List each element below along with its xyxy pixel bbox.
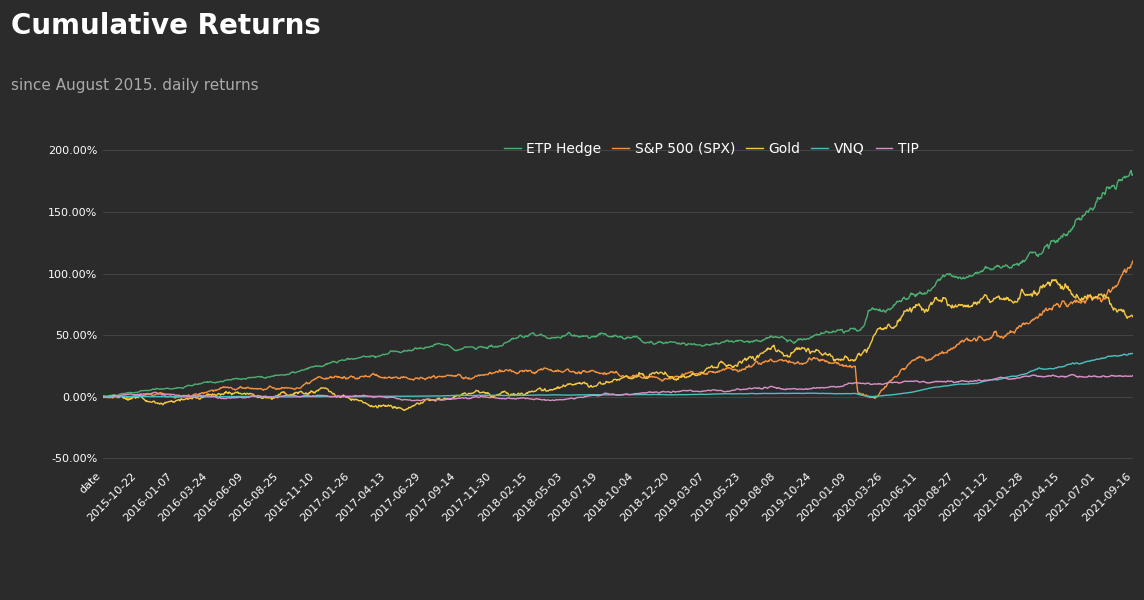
TIP [414, 397, 428, 404]
Line: TIP: TIP [103, 374, 1133, 401]
Text: since August 2015. daily returns: since August 2015. daily returns [11, 78, 259, 93]
TIP [303, 392, 317, 400]
ETP Hedge [1126, 172, 1139, 179]
ETP Hedge [1026, 249, 1040, 256]
TIP [718, 388, 732, 395]
S&P 500 (SPX) [303, 379, 317, 386]
S&P 500 (SPX) [717, 367, 731, 374]
S&P 500 (SPX) [96, 392, 110, 400]
ETP Hedge [353, 354, 367, 361]
Gold [303, 389, 317, 396]
TIP [1014, 374, 1027, 382]
VNQ [1123, 350, 1137, 357]
S&P 500 (SPX) [1026, 316, 1040, 323]
Text: Cumulative Returns: Cumulative Returns [11, 12, 321, 40]
VNQ [353, 393, 367, 400]
Gold [718, 361, 732, 368]
TIP [96, 394, 110, 401]
VNQ [718, 390, 732, 397]
ETP Hedge [718, 338, 732, 345]
TIP [1073, 373, 1087, 380]
TIP [1126, 372, 1139, 379]
Legend: ETP Hedge, S&P 500 (SPX), Gold, VNQ, TIP: ETP Hedge, S&P 500 (SPX), Gold, VNQ, TIP [501, 139, 921, 158]
Gold [1014, 291, 1027, 298]
S&P 500 (SPX) [1126, 257, 1139, 265]
VNQ [1072, 360, 1086, 367]
ETP Hedge [97, 393, 111, 400]
S&P 500 (SPX) [868, 395, 882, 402]
Line: VNQ: VNQ [103, 353, 1133, 397]
VNQ [1126, 350, 1139, 357]
ETP Hedge [1014, 259, 1027, 266]
Gold [397, 407, 411, 414]
ETP Hedge [1072, 214, 1086, 221]
S&P 500 (SPX) [353, 373, 367, 380]
Line: S&P 500 (SPX): S&P 500 (SPX) [103, 261, 1133, 398]
VNQ [96, 393, 110, 400]
VNQ [1026, 367, 1040, 374]
Gold [1073, 296, 1087, 304]
TIP [1026, 371, 1040, 379]
ETP Hedge [304, 363, 318, 370]
ETP Hedge [96, 392, 110, 400]
VNQ [281, 394, 295, 401]
TIP [353, 392, 367, 400]
VNQ [304, 393, 318, 400]
Gold [1126, 313, 1139, 320]
Gold [1049, 276, 1063, 283]
S&P 500 (SPX) [1072, 298, 1086, 305]
Gold [1026, 289, 1040, 296]
Line: Gold: Gold [103, 280, 1133, 410]
ETP Hedge [1125, 167, 1138, 174]
VNQ [1014, 371, 1027, 379]
Line: ETP Hedge: ETP Hedge [103, 170, 1133, 397]
TIP [1066, 371, 1080, 378]
Gold [96, 394, 110, 401]
S&P 500 (SPX) [1014, 323, 1027, 330]
Gold [353, 397, 367, 404]
